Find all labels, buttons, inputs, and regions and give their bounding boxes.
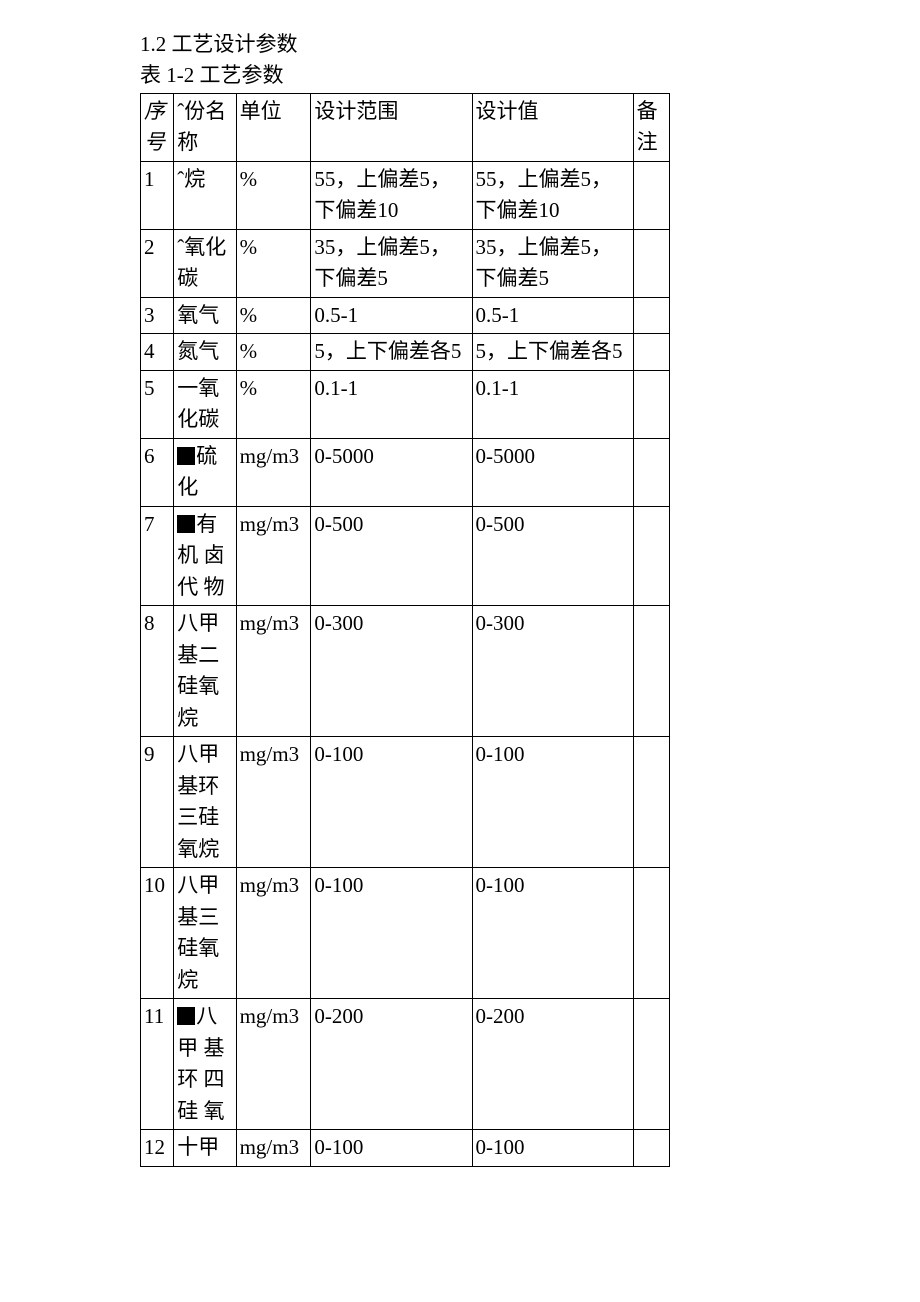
table-row: 7 有机 卤代 物 mg/m3 0-500 0-500	[141, 506, 670, 606]
cell-name: 氧气	[174, 297, 236, 334]
cell-value: 5，上下偏差各5	[472, 334, 633, 371]
cell-note	[633, 334, 669, 371]
cell-seq: 6	[141, 438, 174, 506]
cell-value: 55，上偏差5，下偏差10	[472, 161, 633, 229]
cell-range: 0-100	[311, 1130, 472, 1167]
cell-unit: %	[236, 334, 311, 371]
cell-note	[633, 370, 669, 438]
cell-value: 0-100	[472, 1130, 633, 1167]
table-row: 12 十甲 mg/m3 0-100 0-100	[141, 1130, 670, 1167]
cell-value: 0-500	[472, 506, 633, 606]
cell-unit: %	[236, 229, 311, 297]
cell-name: 氮气	[174, 334, 236, 371]
table-row: 5 一氧化碳 % 0.1-1 0.1-1	[141, 370, 670, 438]
cell-name: 一氧化碳	[174, 370, 236, 438]
table-row: 11 八甲 基环 四硅 氧 mg/m3 0-200 0-200	[141, 999, 670, 1130]
cell-seq: 1	[141, 161, 174, 229]
col-header-unit: 单位	[236, 93, 311, 161]
cell-range: 0-100	[311, 868, 472, 999]
cell-note	[633, 999, 669, 1130]
table-caption: 表 1-2 工艺参数	[140, 61, 780, 90]
cell-unit: %	[236, 370, 311, 438]
cell-note	[633, 297, 669, 334]
col-header-note: 备注	[633, 93, 669, 161]
cell-range: 0-200	[311, 999, 472, 1130]
cell-range: 55，上偏差5，下偏差10	[311, 161, 472, 229]
cell-value: 0-100	[472, 737, 633, 868]
cell-range: 5，上下偏差各5	[311, 334, 472, 371]
cell-unit: mg/m3	[236, 737, 311, 868]
col-header-value: 设计值	[472, 93, 633, 161]
cell-unit: mg/m3	[236, 1130, 311, 1167]
cell-range: 0-500	[311, 506, 472, 606]
cell-unit: %	[236, 297, 311, 334]
cell-range: 35，上偏差5，下偏差5	[311, 229, 472, 297]
cell-unit: mg/m3	[236, 506, 311, 606]
table-row: 4 氮气 % 5，上下偏差各5 5，上下偏差各5	[141, 334, 670, 371]
cell-name: 八甲 基环 四硅 氧	[174, 999, 236, 1130]
cell-name: 八甲基三硅氧烷	[174, 868, 236, 999]
col-header-name: ˆ份名称	[174, 93, 236, 161]
cell-seq: 10	[141, 868, 174, 999]
cell-note	[633, 506, 669, 606]
cell-name: 八甲基二硅氧烷	[174, 606, 236, 737]
cell-range: 0-300	[311, 606, 472, 737]
cell-value: 0-100	[472, 868, 633, 999]
cell-note	[633, 737, 669, 868]
cell-seq: 7	[141, 506, 174, 606]
cell-range: 0-100	[311, 737, 472, 868]
cell-seq: 8	[141, 606, 174, 737]
cell-value: 35，上偏差5，下偏差5	[472, 229, 633, 297]
cell-range: 0.5-1	[311, 297, 472, 334]
cell-seq: 3	[141, 297, 174, 334]
table-row: 8 八甲基二硅氧烷 mg/m3 0-300 0-300	[141, 606, 670, 737]
cell-unit: mg/m3	[236, 606, 311, 737]
col-header-seq: 序号	[141, 93, 174, 161]
cell-note	[633, 606, 669, 737]
cell-seq: 11	[141, 999, 174, 1130]
cell-value: 0.5-1	[472, 297, 633, 334]
cell-seq: 4	[141, 334, 174, 371]
cell-note	[633, 1130, 669, 1167]
cell-seq: 5	[141, 370, 174, 438]
table-row: 10 八甲基三硅氧烷 mg/m3 0-100 0-100	[141, 868, 670, 999]
black-square-icon	[177, 515, 195, 533]
cell-name: 十甲	[174, 1130, 236, 1167]
table-row: 6 硫化 mg/m3 0-5000 0-5000	[141, 438, 670, 506]
col-header-range: 设计范围	[311, 93, 472, 161]
black-square-icon	[177, 1007, 195, 1025]
cell-note	[633, 229, 669, 297]
section-heading: 1.2 工艺设计参数	[140, 30, 780, 59]
cell-value: 0.1-1	[472, 370, 633, 438]
cell-note	[633, 161, 669, 229]
cell-note	[633, 438, 669, 506]
page-container: 1.2 工艺设计参数 表 1-2 工艺参数 序号 ˆ份名称 单位 设计范围 设计…	[0, 0, 920, 1197]
cell-value: 0-300	[472, 606, 633, 737]
black-square-icon	[177, 447, 195, 465]
cell-name: ˆ烷	[174, 161, 236, 229]
cell-unit: mg/m3	[236, 868, 311, 999]
cell-seq: 2	[141, 229, 174, 297]
cell-value: 0-200	[472, 999, 633, 1130]
cell-seq: 9	[141, 737, 174, 868]
table-row: 9 八甲基环三硅氧烷 mg/m3 0-100 0-100	[141, 737, 670, 868]
cell-range: 0.1-1	[311, 370, 472, 438]
cell-unit: mg/m3	[236, 999, 311, 1130]
cell-name: 八甲基环三硅氧烷	[174, 737, 236, 868]
table-row: 2 ˆ氧化碳 % 35，上偏差5，下偏差5 35，上偏差5，下偏差5	[141, 229, 670, 297]
cell-note	[633, 868, 669, 999]
cell-unit: mg/m3	[236, 438, 311, 506]
cell-seq: 12	[141, 1130, 174, 1167]
cell-name: 有机 卤代 物	[174, 506, 236, 606]
process-parameters-table: 序号 ˆ份名称 单位 设计范围 设计值 备注 1 ˆ烷 % 55，上偏差5，下偏…	[140, 93, 670, 1167]
cell-name: 硫化	[174, 438, 236, 506]
table-row: 3 氧气 % 0.5-1 0.5-1	[141, 297, 670, 334]
table-row: 1 ˆ烷 % 55，上偏差5，下偏差10 55，上偏差5，下偏差10	[141, 161, 670, 229]
cell-value: 0-5000	[472, 438, 633, 506]
cell-name: ˆ氧化碳	[174, 229, 236, 297]
cell-range: 0-5000	[311, 438, 472, 506]
table-header-row: 序号 ˆ份名称 单位 设计范围 设计值 备注	[141, 93, 670, 161]
cell-unit: %	[236, 161, 311, 229]
